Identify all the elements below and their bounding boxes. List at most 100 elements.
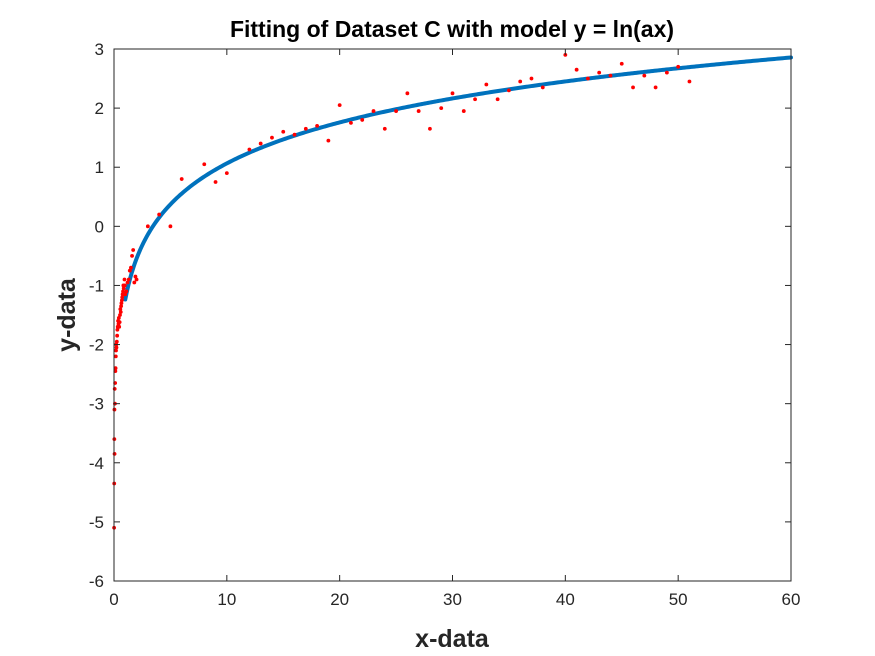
- x-axis: 0 10 20 30 40 50 60: [109, 49, 800, 609]
- data-point: [608, 73, 613, 78]
- data-point: [642, 73, 647, 78]
- data-point: [127, 268, 132, 273]
- data-point: [586, 76, 590, 81]
- x-tick-label: 60: [782, 590, 801, 609]
- data-point: [114, 345, 119, 350]
- data-point: [179, 177, 184, 181]
- data-point: [119, 304, 124, 309]
- data-point: [224, 171, 229, 176]
- data-point: [540, 85, 545, 90]
- data-point: [115, 327, 120, 332]
- data-point: [416, 109, 421, 113]
- y-tick-label: -4: [89, 454, 104, 473]
- data-point: [360, 118, 365, 122]
- data-point: [120, 295, 125, 300]
- data-point: [115, 333, 120, 338]
- data-point: [439, 106, 444, 111]
- chart-title: Fitting of Dataset C with model y = ln(a…: [230, 16, 674, 42]
- data-point: [123, 292, 128, 297]
- data-point: [126, 277, 131, 282]
- fit-layer: [123, 55, 793, 302]
- data-point: [121, 286, 126, 291]
- data-point: [303, 126, 308, 131]
- data-point: [270, 135, 274, 140]
- data-point: [473, 97, 477, 102]
- data-point: [529, 76, 534, 81]
- data-point: [118, 307, 123, 311]
- data-point: [258, 141, 263, 146]
- data-point: [118, 313, 122, 317]
- data-point: [428, 126, 432, 131]
- data-point: [157, 212, 162, 217]
- data-point: [120, 298, 124, 303]
- data-point: [112, 452, 117, 456]
- data-point: [116, 316, 121, 320]
- data-point: [676, 64, 681, 69]
- data-point: [597, 70, 602, 75]
- x-tick-label: 10: [217, 590, 236, 609]
- data-point: [247, 147, 252, 152]
- data-point: [145, 224, 150, 229]
- data-point: [405, 91, 410, 96]
- y-axis: 3 2 1 0 -1 -2 -3 -4 -5 -6: [89, 40, 791, 591]
- data-point: [631, 85, 635, 90]
- data-point: [202, 162, 207, 167]
- data-point: [133, 274, 138, 279]
- data-point: [518, 79, 523, 84]
- data-point: [371, 109, 376, 113]
- data-point: [213, 180, 218, 184]
- data-point: [114, 339, 119, 344]
- data-point: [117, 324, 122, 329]
- x-tick-label: 30: [443, 590, 462, 609]
- x-tick-label: 20: [330, 590, 349, 609]
- fit-curve: [123, 55, 793, 302]
- data-point: [122, 277, 127, 282]
- x-tick-label: 50: [669, 590, 688, 609]
- data-point: [687, 79, 692, 84]
- y-tick-label: 1: [95, 158, 104, 177]
- data-point: [124, 289, 129, 294]
- data-point: [382, 126, 387, 131]
- data-point: [113, 354, 118, 359]
- data-point: [113, 366, 118, 371]
- y-tick-label: -5: [89, 513, 104, 532]
- data-point: [461, 109, 466, 113]
- data-point: [114, 348, 118, 353]
- data-point: [281, 129, 286, 134]
- data-point: [574, 67, 579, 72]
- data-point: [131, 248, 136, 252]
- data-point: [315, 123, 319, 128]
- data-point: [619, 61, 624, 66]
- data-point: [349, 120, 353, 125]
- y-tick-label: 2: [95, 99, 104, 118]
- data-point: [507, 88, 511, 93]
- y-tick-label: -1: [89, 276, 104, 295]
- plot-area: [114, 49, 791, 581]
- data-point: [168, 224, 173, 229]
- y-tick-label: -3: [89, 395, 104, 414]
- y-tick-label: -6: [89, 572, 104, 591]
- data-point: [121, 289, 125, 294]
- data-point: [292, 132, 297, 137]
- data-point: [394, 109, 398, 113]
- data-point: [130, 253, 134, 258]
- y-tick-label: -2: [89, 336, 104, 355]
- data-point: [119, 301, 124, 306]
- x-axis-label: x-data: [415, 625, 490, 653]
- data-point: [495, 97, 500, 102]
- data-point: [117, 320, 122, 324]
- data-point: [664, 70, 669, 75]
- y-tick-label: 0: [95, 217, 104, 236]
- data-point: [112, 386, 117, 391]
- data-point: [337, 103, 342, 108]
- x-tick-label: 40: [556, 590, 575, 609]
- data-point: [484, 82, 489, 87]
- data-point: [326, 138, 331, 143]
- y-axis-label: y-data: [53, 277, 81, 352]
- data-point: [450, 91, 455, 96]
- y-tick-label: 3: [95, 40, 104, 59]
- x-tick-label: 0: [109, 590, 118, 609]
- data-point: [134, 277, 139, 282]
- data-point: [118, 310, 123, 314]
